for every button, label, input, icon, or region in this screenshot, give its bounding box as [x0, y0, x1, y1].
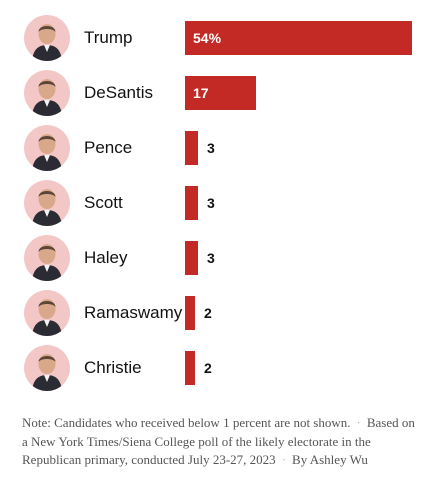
bar-value-label: 3 [207, 250, 215, 266]
portrait-icon [32, 134, 62, 171]
portrait-icon [32, 189, 62, 226]
bar [185, 21, 412, 55]
candidate-name: Christie [84, 358, 142, 377]
separator-dot: · [281, 452, 287, 467]
bar [185, 351, 195, 385]
candidate-name: Scott [84, 193, 123, 212]
source-text: Based on a New York Times/Siena College … [22, 415, 415, 467]
chart-note: Note: Candidates who received below 1 pe… [22, 414, 422, 470]
bar [185, 131, 198, 165]
bar-value-label: 3 [207, 140, 215, 156]
chart-row: DeSantis 17 [0, 68, 436, 118]
candidate-name: DeSantis [84, 83, 153, 102]
candidate-avatar [24, 125, 70, 171]
candidate-name: Haley [84, 248, 128, 267]
bar-value-label: 2 [204, 360, 212, 376]
note-text: Note: Candidates who received below 1 pe… [22, 415, 351, 430]
chart-row: Scott 3 [0, 178, 436, 228]
candidate-avatar [24, 290, 70, 336]
candidate-avatar [24, 70, 70, 116]
bar-value-label: 54% [193, 30, 222, 46]
bar [185, 186, 198, 220]
candidate-avatar [24, 345, 70, 391]
bar [185, 296, 195, 330]
candidate-avatar [24, 180, 70, 226]
portrait-icon [32, 24, 62, 61]
portrait-icon [32, 244, 62, 281]
bar [185, 76, 256, 110]
chart-row: Pence 3 [0, 123, 436, 173]
candidate-avatar [24, 235, 70, 281]
chart-row: Trump 54% [0, 13, 436, 63]
byline: By Ashley Wu [292, 452, 368, 467]
bar-value-label: 17 [193, 85, 209, 101]
portrait-icon [32, 299, 62, 336]
candidate-avatar [24, 15, 70, 61]
candidate-name: Pence [84, 138, 133, 157]
bar-value-label: 2 [204, 305, 212, 321]
chart-row: Ramaswamy 2 [0, 288, 436, 338]
candidate-name: Ramaswamy [84, 303, 183, 322]
chart-row: Christie 2 [0, 343, 436, 393]
poll-bar-chart: Trump 54% DeSantis 17 Pence 3 Scott 3 Haley 3 Rama… [0, 13, 436, 393]
portrait-icon [32, 354, 62, 391]
chart-row: Haley 3 [0, 233, 436, 283]
portrait-icon [32, 79, 62, 116]
separator-dot: · [356, 415, 361, 430]
candidate-name: Trump [84, 28, 133, 47]
bar [185, 241, 198, 275]
bar-value-label: 3 [207, 195, 215, 211]
